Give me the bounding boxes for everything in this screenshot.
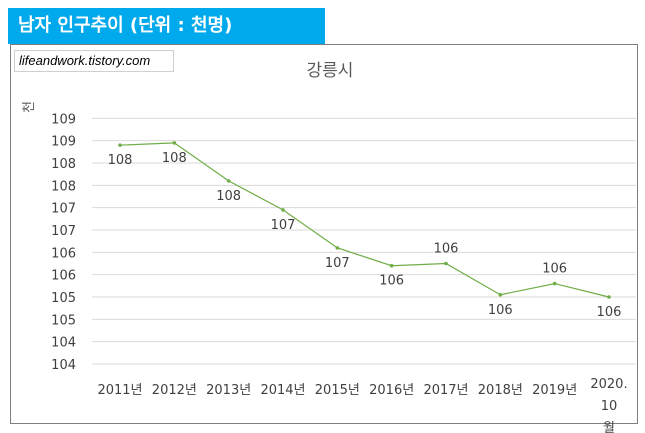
data-point — [498, 292, 503, 297]
x-tick-label: 2011년 — [97, 383, 142, 398]
y-tick-label: 106 — [51, 246, 76, 261]
x-tick-label: 2020. 10 월 — [590, 377, 627, 433]
data-point — [389, 263, 394, 268]
y-axis-label: 천 — [22, 101, 37, 113]
x-tick-label: 2012년 — [152, 383, 197, 398]
data-labels: 108 108 108 107 107 106 106 106 106 106 — [108, 151, 622, 320]
data-point — [226, 179, 231, 183]
data-label: 108 — [108, 153, 133, 168]
data-label: 106 — [379, 274, 404, 289]
data-point — [552, 281, 557, 286]
y-tick-label: 108 — [51, 157, 76, 172]
y-tick-label: 107 — [51, 202, 76, 217]
data-point — [281, 208, 285, 212]
data-label: 106 — [434, 242, 459, 257]
y-tick-label: 109 — [51, 112, 76, 127]
data-label: 106 — [542, 262, 567, 277]
data-point — [118, 143, 122, 147]
x-tick-label: 2018년 — [478, 383, 523, 398]
y-tick-label: 104 — [51, 358, 76, 373]
y-tick-labels: 104 104 105 105 106 106 107 107 108 108 109 109 — [51, 112, 76, 373]
y-tick-label: 109 — [51, 135, 76, 150]
x-tick-label: 2013년 — [206, 383, 251, 398]
y-tick-label: 107 — [51, 224, 76, 239]
gridlines — [92, 117, 636, 365]
x-tick-labels: 2011년 2012년 2013년 2014년 2015년 2016년 2017년 2018년… — [97, 377, 627, 433]
data-label: 106 — [488, 303, 513, 318]
chart-frame — [10, 44, 638, 424]
data-label: 108 — [162, 151, 187, 166]
chart-header-banner: 남자 인구추이 (단위 : 천명) — [8, 8, 325, 44]
x-tick-label: 2014년 — [260, 383, 305, 398]
x-tick-label: 2015년 — [315, 383, 360, 398]
y-tick-label: 105 — [51, 291, 76, 306]
x-tick-label: 2019년 — [532, 383, 577, 398]
data-label: 108 — [216, 189, 241, 204]
chart-title: 강릉시 — [307, 61, 354, 81]
data-point — [335, 246, 340, 250]
series-line — [118, 141, 611, 299]
data-label: 106 — [597, 305, 622, 320]
data-label: 107 — [325, 256, 350, 271]
data-point — [172, 141, 177, 145]
x-tick-label: 2017년 — [423, 383, 468, 398]
y-tick-label: 105 — [51, 313, 76, 328]
y-tick-label: 108 — [51, 179, 76, 194]
data-point — [607, 295, 611, 299]
data-label: 107 — [271, 218, 296, 233]
watermark-label: lifeandwork.tistory.com — [14, 50, 174, 72]
y-tick-label: 104 — [51, 336, 76, 351]
x-tick-label: 2016년 — [369, 383, 414, 398]
data-point — [444, 261, 448, 266]
y-tick-label: 106 — [51, 269, 76, 284]
series-polyline — [119, 142, 610, 298]
